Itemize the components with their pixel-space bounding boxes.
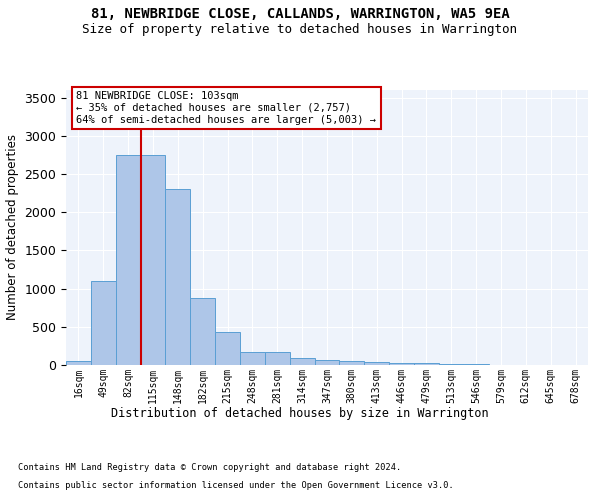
Bar <box>265 352 290 365</box>
Bar <box>166 190 190 365</box>
Bar <box>215 332 240 365</box>
Bar <box>66 361 91 365</box>
Bar <box>140 155 166 365</box>
Bar <box>314 360 340 365</box>
Bar <box>464 364 488 365</box>
Text: Contains public sector information licensed under the Open Government Licence v3: Contains public sector information licen… <box>18 481 454 490</box>
Bar <box>190 298 215 365</box>
Bar <box>116 155 140 365</box>
Text: 81, NEWBRIDGE CLOSE, CALLANDS, WARRINGTON, WA5 9EA: 81, NEWBRIDGE CLOSE, CALLANDS, WARRINGTO… <box>91 8 509 22</box>
Text: Contains HM Land Registry data © Crown copyright and database right 2024.: Contains HM Land Registry data © Crown c… <box>18 462 401 471</box>
Bar <box>389 362 414 365</box>
Y-axis label: Number of detached properties: Number of detached properties <box>6 134 19 320</box>
Text: Distribution of detached houses by size in Warrington: Distribution of detached houses by size … <box>111 408 489 420</box>
Bar <box>340 361 364 365</box>
Text: Size of property relative to detached houses in Warrington: Size of property relative to detached ho… <box>83 22 517 36</box>
Bar <box>439 364 464 365</box>
Text: 81 NEWBRIDGE CLOSE: 103sqm
← 35% of detached houses are smaller (2,757)
64% of s: 81 NEWBRIDGE CLOSE: 103sqm ← 35% of deta… <box>76 92 376 124</box>
Bar <box>364 362 389 365</box>
Bar <box>414 363 439 365</box>
Bar <box>290 358 314 365</box>
Bar <box>91 281 116 365</box>
Bar <box>240 352 265 365</box>
